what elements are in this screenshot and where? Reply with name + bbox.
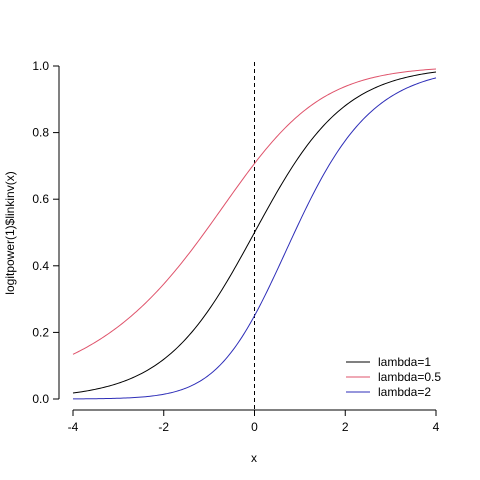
series-line-1 — [72, 68, 437, 355]
legend-label-2: lambda=2 — [378, 385, 431, 399]
x-tick-label-4: 4 — [433, 420, 440, 434]
series-line-2 — [72, 77, 437, 400]
y-tick-label-0: 0.0 — [32, 392, 49, 406]
x-tick-label-0: -4 — [68, 420, 79, 434]
x-tick-label-2: 0 — [251, 420, 258, 434]
y-axis-label: logitpower(1)$linkinv(x) — [3, 171, 17, 294]
y-tick-label-1: 0.2 — [32, 325, 49, 339]
series-line-0 — [72, 71, 437, 394]
legend-label-1: lambda=0.5 — [378, 370, 441, 384]
y-tick-label-2: 0.4 — [32, 259, 49, 273]
y-tick-label-4: 0.8 — [32, 126, 49, 140]
plot-marks: -4 -2 0 2 40.00.20.40.60.81.0lambda=1lambda=… — [32, 59, 441, 434]
y-tick-label-5: 1.0 — [32, 59, 49, 73]
x-tick-label-3: 2 — [342, 420, 349, 434]
legend-label-0: lambda=1 — [378, 355, 431, 369]
x-tick-label-1: -2 — [158, 420, 169, 434]
x-axis-label: x — [251, 451, 257, 465]
y-tick-label-3: 0.6 — [32, 192, 49, 206]
